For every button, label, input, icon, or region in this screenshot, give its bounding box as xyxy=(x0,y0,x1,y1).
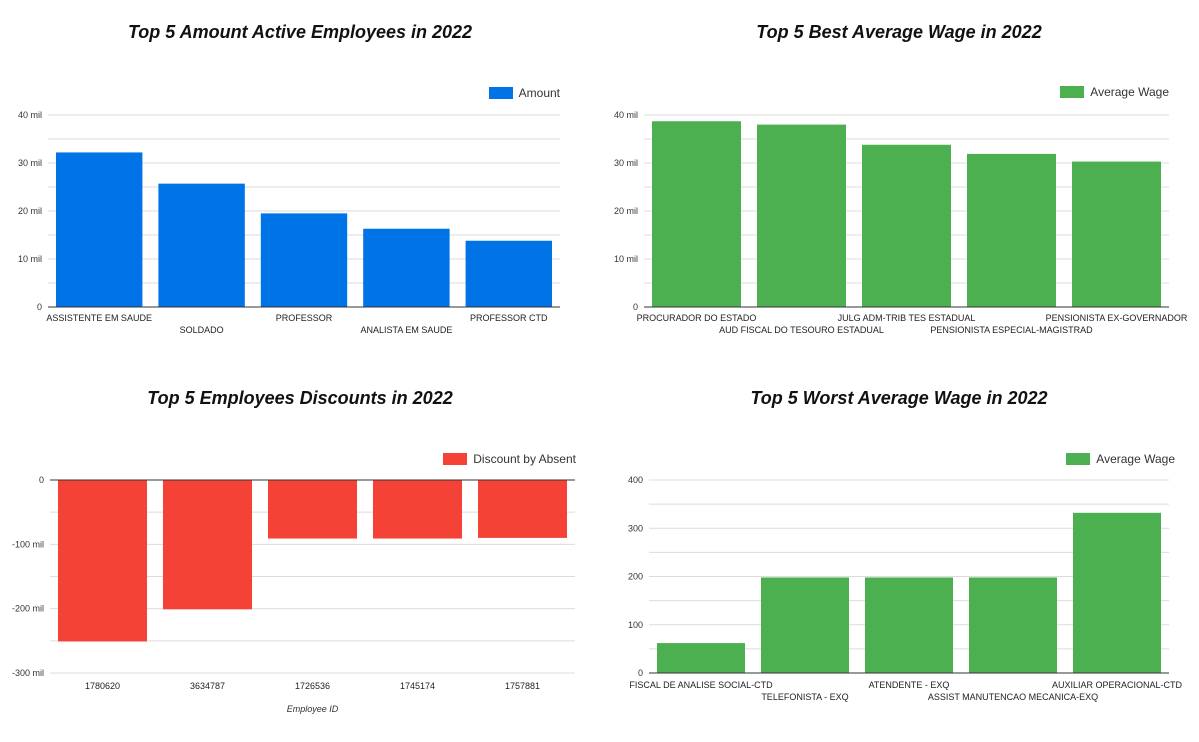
chart-title: Top 5 Amount Active Employees in 2022 xyxy=(127,22,473,42)
bar[interactable] xyxy=(967,153,1056,307)
bar[interactable] xyxy=(865,577,953,673)
bar[interactable] xyxy=(657,643,745,673)
x-tick-label: ANALISTA EM SAUDE xyxy=(360,325,452,335)
bar[interactable] xyxy=(969,577,1057,673)
x-tick-label: ASSIST MANUTENCAO MECANICA-EXQ xyxy=(928,692,1098,702)
legend-swatch xyxy=(488,87,513,99)
y-tick-label: 300 xyxy=(628,523,643,533)
chart-plot: 0 100 200 300 400 FISCAL DE ANALISE SOCIAL-CT… xyxy=(628,475,1183,702)
bar[interactable] xyxy=(260,213,348,307)
y-tick-label: -200 mil xyxy=(12,604,44,614)
x-tick-label: 3634787 xyxy=(190,681,225,691)
x-tick-label: 1780620 xyxy=(85,681,120,691)
chart-title: Top 5 Employees Discounts in 2022 xyxy=(147,388,453,408)
x-tick-label: FISCAL DE ANALISE SOCIAL-CTD xyxy=(629,680,773,690)
y-tick-label: 10 mil xyxy=(614,254,638,264)
bar[interactable] xyxy=(757,124,846,307)
bar[interactable] xyxy=(465,240,552,307)
legend-label: Discount by Absent xyxy=(473,452,576,466)
x-tick-label: AUXILIAR OPERACIONAL-CTD xyxy=(1052,680,1183,690)
chart-plot: 0 10 mil 20 mil 30 mil 40 mil PROCURADOR DO E… xyxy=(614,110,1188,335)
chart-panel-amount-active-employees: Top 5 Amount Active Employees in 2022 Am… xyxy=(0,0,600,371)
chart-panel-best-average-wage: Top 5 Best Average Wage in 2022 Average … xyxy=(599,0,1199,371)
x-axis-title: Employee ID xyxy=(287,704,339,714)
x-tick-label: ATENDENTE - EXQ xyxy=(869,680,950,690)
legend-swatch xyxy=(443,453,468,465)
y-tick-label: 40 mil xyxy=(614,110,638,120)
y-tick-label: 0 xyxy=(39,475,44,485)
y-tick-label: 0 xyxy=(37,302,42,312)
x-tick-label: 1757881 xyxy=(505,681,540,691)
chart-plot: 0 10 mil 20 mil 30 mil 40 mil ASSISTENTE EM S… xyxy=(18,110,560,335)
bar[interactable] xyxy=(163,480,252,610)
x-tick-label: SOLDADO xyxy=(180,325,224,335)
bar[interactable] xyxy=(56,152,143,307)
chart-title: Top 5 Best Average Wage in 2022 xyxy=(756,22,1042,42)
y-tick-label: 0 xyxy=(638,668,643,678)
legend[interactable]: Discount by Absent xyxy=(443,452,576,466)
x-tick-label: PROFESSOR xyxy=(276,313,333,323)
legend-swatch xyxy=(1060,86,1085,98)
bar[interactable] xyxy=(373,480,462,539)
y-tick-label: -300 mil xyxy=(12,668,44,678)
y-tick-label: 200 xyxy=(628,572,643,582)
y-tick-label: 10 mil xyxy=(18,254,42,264)
y-tick-label: 40 mil xyxy=(18,110,42,120)
x-tick-label: 1745174 xyxy=(400,681,435,691)
x-tick-label: AUD FISCAL DO TESOURO ESTADUAL xyxy=(719,325,884,335)
y-tick-label: 20 mil xyxy=(614,206,638,216)
chart-panel-worst-average-wage: Top 5 Worst Average Wage in 2022 Average… xyxy=(599,366,1199,737)
y-tick-label: 0 xyxy=(633,302,638,312)
y-tick-label: 400 xyxy=(628,475,643,485)
bar[interactable] xyxy=(1073,512,1161,673)
y-tick-label: 30 mil xyxy=(18,158,42,168)
y-tick-label: 20 mil xyxy=(18,206,42,216)
legend-label: Average Wage xyxy=(1090,85,1169,99)
bar[interactable] xyxy=(1072,161,1161,307)
bar[interactable] xyxy=(58,480,147,642)
chart-title: Top 5 Worst Average Wage in 2022 xyxy=(750,388,1048,408)
bar[interactable] xyxy=(478,480,567,538)
chart-plot: 0 -100 mil -200 mil -300 mil 1780620 3634787 1… xyxy=(12,475,575,714)
y-tick-label: 30 mil xyxy=(614,158,638,168)
legend[interactable]: Average Wage xyxy=(1066,452,1175,466)
legend[interactable]: Average Wage xyxy=(1060,85,1169,99)
legend-label: Average Wage xyxy=(1096,452,1175,466)
legend[interactable]: Amount xyxy=(488,86,560,100)
y-tick-label: -100 mil xyxy=(12,539,44,549)
x-tick-label: PENSIONISTA EX-GOVERNADOR xyxy=(1046,313,1188,323)
x-tick-label: TELEFONISTA - EXQ xyxy=(761,692,848,702)
x-tick-label: PENSIONISTA ESPECIAL-MAGISTRAD xyxy=(930,325,1093,335)
x-tick-label: JULG ADM-TRIB TES ESTADUAL xyxy=(838,313,976,323)
bar[interactable] xyxy=(652,121,741,308)
x-tick-label: 1726536 xyxy=(295,681,330,691)
x-tick-label: PROFESSOR CTD xyxy=(470,313,548,323)
bar[interactable] xyxy=(363,228,450,307)
chart-panel-employees-discounts: Top 5 Employees Discounts in 2022 Discou… xyxy=(0,366,600,737)
legend-label: Amount xyxy=(518,86,560,100)
bar[interactable] xyxy=(268,480,357,539)
bar[interactable] xyxy=(158,183,245,307)
y-tick-label: 100 xyxy=(628,620,643,630)
legend-swatch xyxy=(1066,453,1091,465)
x-tick-label: ASSISTENTE EM SAUDE xyxy=(46,313,152,323)
x-tick-label: PROCURADOR DO ESTADO xyxy=(637,313,757,323)
bar[interactable] xyxy=(862,144,951,307)
bar[interactable] xyxy=(761,577,849,673)
